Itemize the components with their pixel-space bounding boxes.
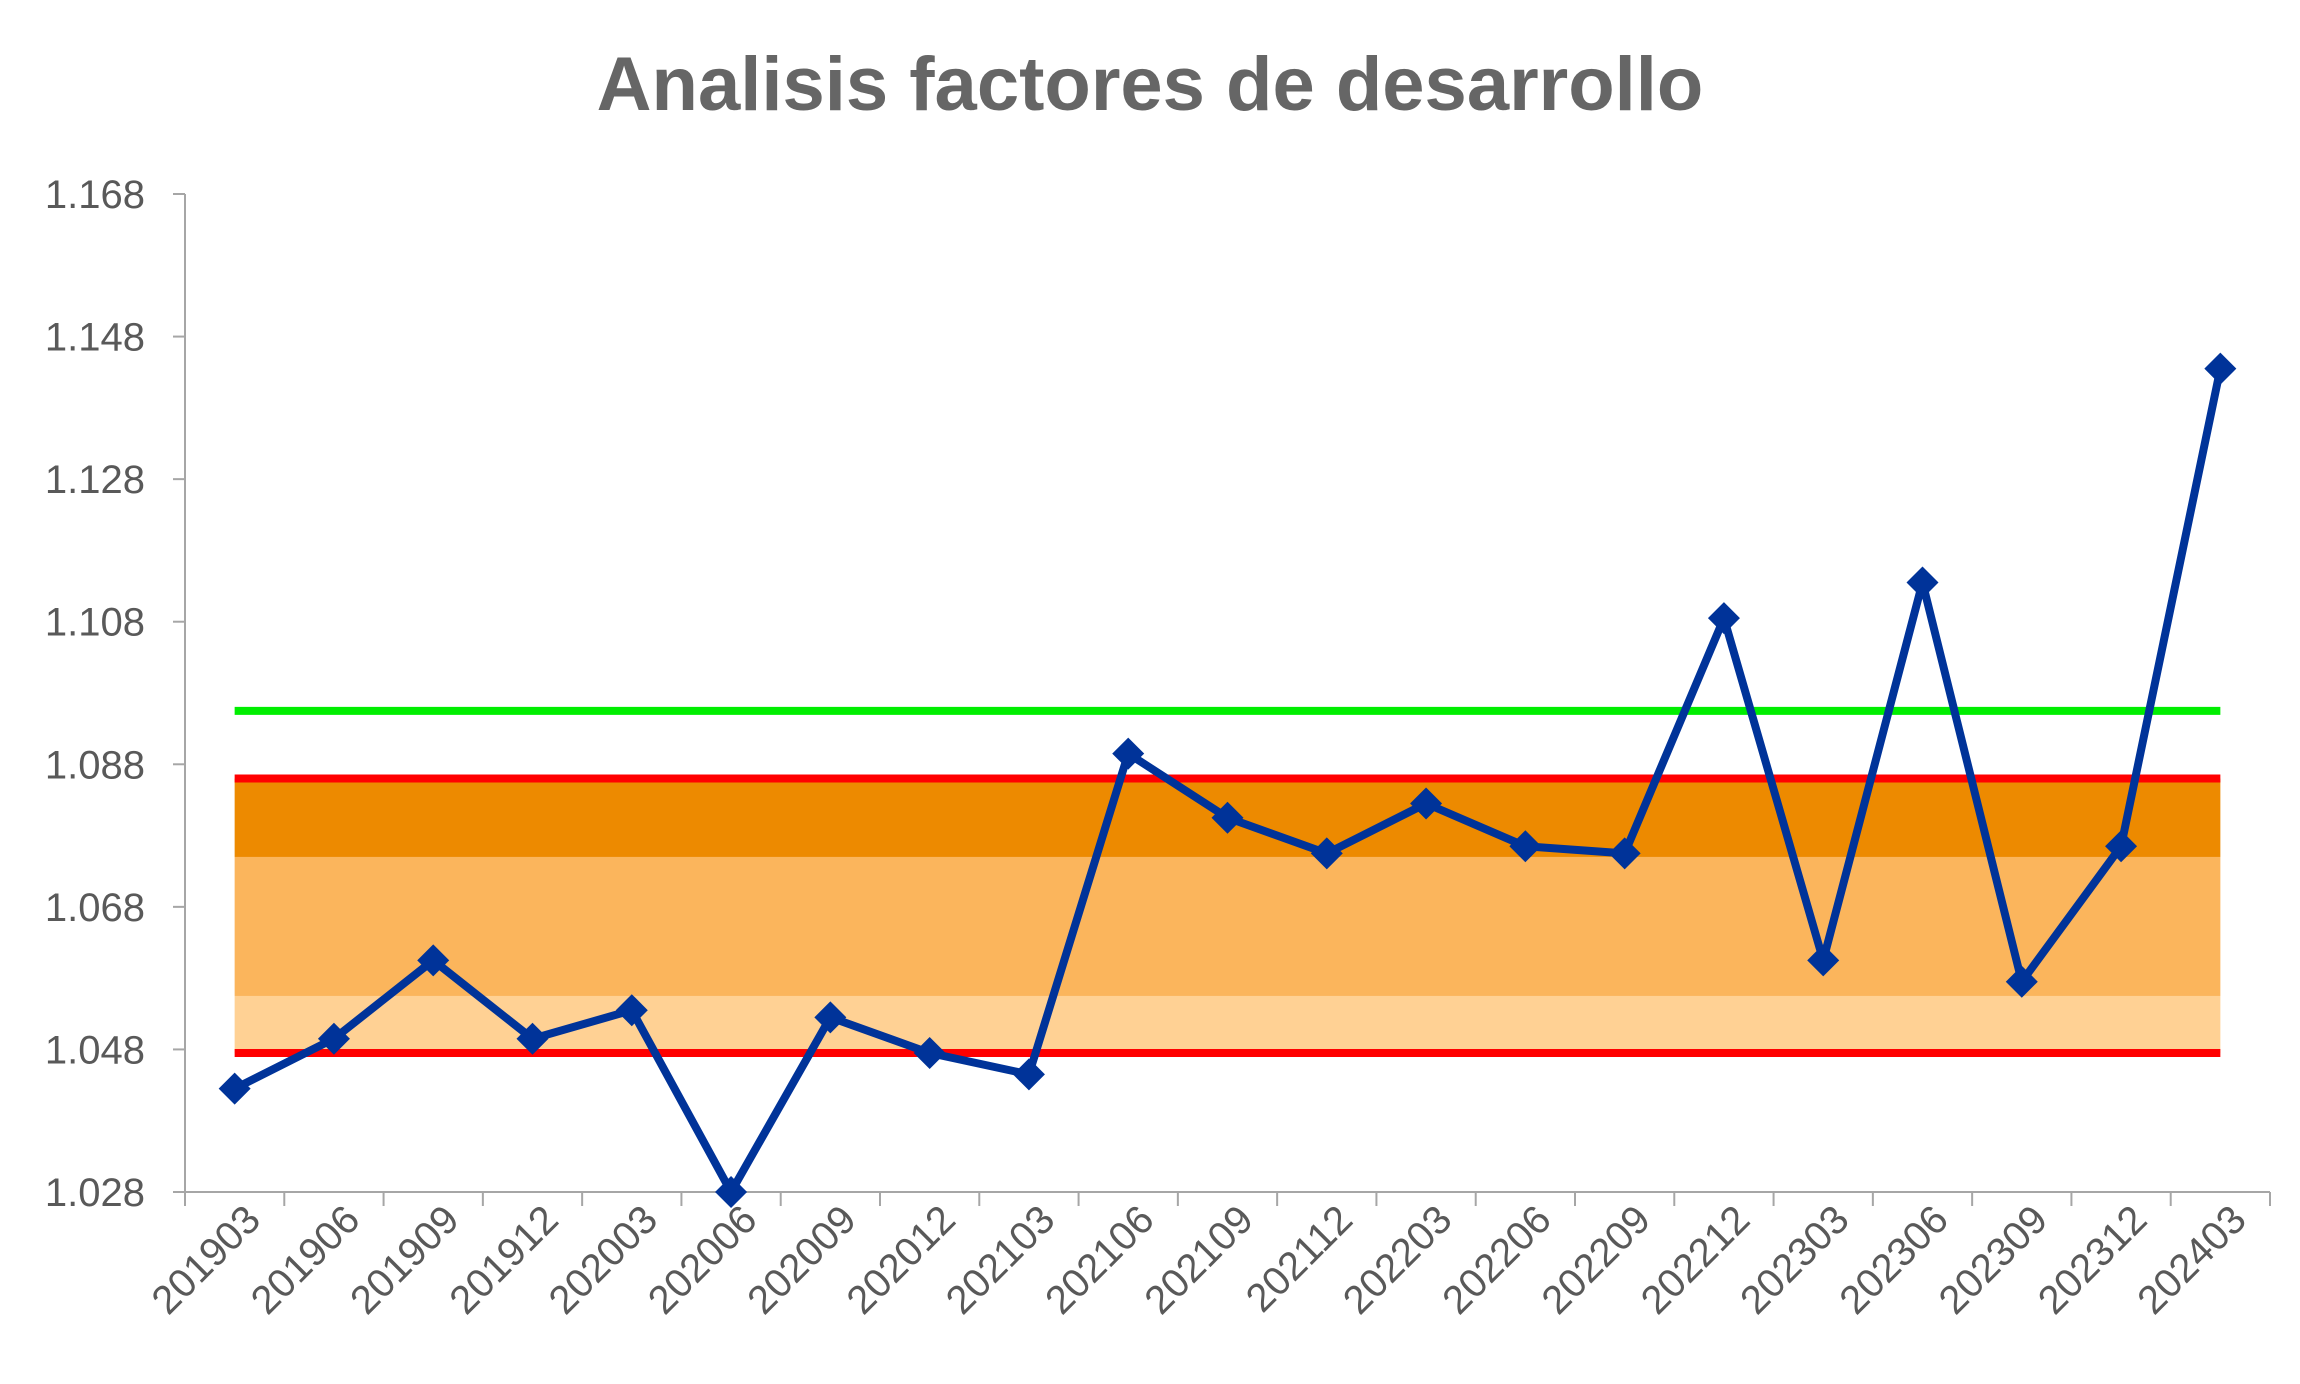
x-tick-label: 202312: [2030, 1197, 2156, 1323]
y-tick-label: 1.028: [45, 1171, 145, 1215]
y-tick-label: 1.048: [45, 1028, 145, 1072]
x-axis-ticks: 2019032019062019092019122020032020062020…: [144, 1192, 2271, 1323]
x-tick-label: 202206: [1434, 1197, 1560, 1323]
y-axis-ticks: 1.168 1.148 1.128 1.108 1.088 1.068 1.048 1.028: [45, 173, 185, 1215]
data-point: [1211, 801, 1244, 834]
series-markers: [218, 352, 2237, 1208]
x-tick-label: 202203: [1335, 1197, 1461, 1323]
x-tick-label: 201912: [441, 1197, 567, 1323]
x-tick-label: 202112: [1238, 1197, 1361, 1320]
x-tick-label: 201909: [342, 1197, 468, 1323]
data-point: [1707, 602, 1740, 635]
x-tick-label: 202309: [1931, 1197, 2057, 1323]
y-tick-label: 1.088: [45, 743, 145, 787]
x-tick-label: 202209: [1534, 1197, 1660, 1323]
data-point: [2204, 352, 2237, 385]
data-point: [1608, 837, 1641, 870]
data-point: [1012, 1058, 1045, 1091]
data-point: [814, 1001, 847, 1034]
data-point: [2005, 965, 2038, 998]
y-tick-label: 1.108: [45, 601, 145, 645]
x-tick-label: 202106: [1037, 1197, 1163, 1323]
x-tick-label: 202212: [1633, 1197, 1759, 1323]
data-point: [417, 944, 450, 977]
data-point: [218, 1072, 251, 1105]
data-point: [1410, 787, 1443, 820]
x-tick-label: 202006: [640, 1197, 766, 1323]
x-tick-label: 202403: [2129, 1197, 2255, 1323]
data-point: [1807, 944, 1840, 977]
y-tick-label: 1.068: [45, 886, 145, 930]
data-point: [1509, 830, 1542, 863]
x-tick-label: 202109: [1136, 1197, 1262, 1323]
x-tick-label: 202306: [1831, 1197, 1957, 1323]
x-tick-label: 202303: [1732, 1197, 1858, 1323]
data-point: [913, 1036, 946, 1069]
x-tick-label: 201906: [243, 1197, 369, 1323]
data-point: [1112, 737, 1145, 770]
y-tick-label: 1.128: [45, 458, 145, 502]
x-tick-label: 202012: [839, 1197, 965, 1323]
x-tick-label: 201903: [144, 1197, 270, 1323]
data-point: [2105, 830, 2138, 863]
data-point: [516, 1022, 549, 1055]
data-point: [715, 1176, 748, 1208]
y-tick-label: 1.168: [45, 173, 145, 217]
range-bands: [234, 778, 2221, 1053]
y-tick-label: 1.148: [45, 316, 145, 360]
range-band-2: [234, 856, 2221, 996]
data-point: [317, 1022, 350, 1055]
x-tick-label: 202003: [541, 1197, 667, 1323]
data-point: [615, 994, 648, 1027]
range-band-1: [234, 995, 2221, 1053]
chart-title: Analisis factores de desarrollo: [597, 42, 1704, 127]
x-tick-label: 202103: [938, 1197, 1064, 1323]
data-point: [1310, 837, 1343, 870]
x-tick-label: 202009: [739, 1197, 865, 1323]
data-point: [1906, 566, 1939, 599]
axes: [184, 194, 2270, 1193]
